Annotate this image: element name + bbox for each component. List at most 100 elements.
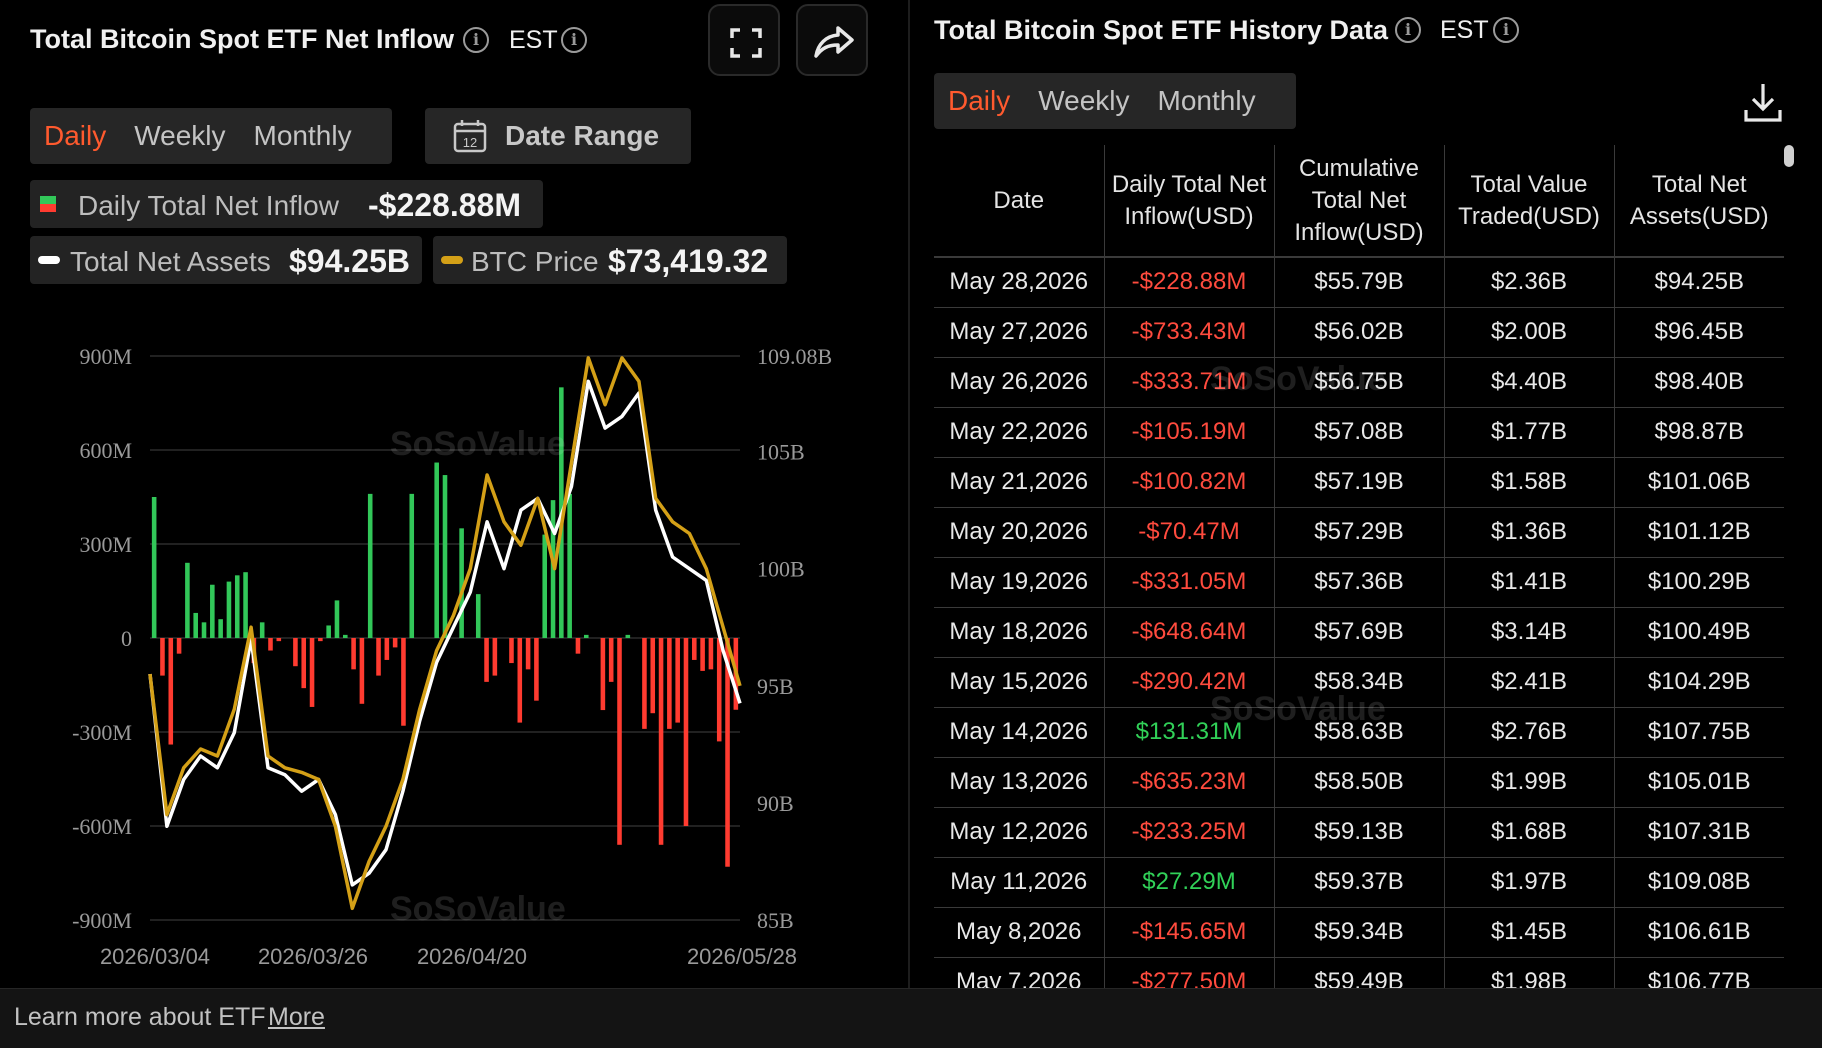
table-row[interactable]: May 7,2026 -$277.50M $59.49B $1.98B $106.77B [934,957,1784,988]
info-icon[interactable]: i [463,27,489,53]
inflow-bar [193,612,198,638]
inflow-bar [351,638,356,670]
cell-traded: $4.40B [1444,357,1615,408]
inflow-bar [276,638,282,642]
cell-daily-inflow: -$333.71M [1104,357,1275,408]
right-axis-tick: 100B [757,557,805,582]
tab-monthly[interactable]: Monthly [253,120,352,151]
cell-date: May 28,2026 [934,257,1105,308]
inflow-bar [401,638,406,726]
inflow-bar [268,638,273,651]
cell-date: May 7,2026 [934,957,1105,988]
x-axis-tick: 2026/04/20 [417,944,527,969]
inflow-bar [600,638,606,711]
header-daily-inflow[interactable]: Daily Total Net Inflow(USD) [1104,145,1275,258]
table-row[interactable]: May 22,2026 -$105.19M $57.08B $1.77B $98.87B [934,407,1784,458]
history-title: Total Bitcoin Spot ETF History Data [934,15,1389,45]
table-row[interactable]: May 12,2026 -$233.25M $59.13B $1.68B $107.31… [934,807,1784,858]
legend-btc-label: BTC Price [471,246,599,277]
table-row[interactable]: May 18,2026 -$648.64M $57.69B $3.14B $100.49… [934,607,1784,658]
history-tab-monthly[interactable]: Monthly [1157,85,1256,116]
share-arrow-icon [814,26,854,58]
inflow-chart[interactable]: 900M 600M 300M 0 -300M -600M -900M 109.08B 105B 1… [0,320,908,980]
cell-traded: $2.36B [1444,257,1615,308]
table-row[interactable]: May 13,2026 -$635.23M $58.50B $1.99B $105.01… [934,757,1784,808]
btc-price-line [148,356,742,911]
table-row[interactable]: May 20,2026 -$70.47M $57.29B $1.36B $101.12B [934,507,1784,558]
table-watermark-lower: SoSoValue [1210,690,1386,728]
inflow-bar [642,638,647,729]
history-table-container[interactable]: Date Daily Total Net Inflow(USD) Cumulat… [934,145,1784,988]
table-header-row: Date Daily Total Net Inflow(USD) Cumulat… [934,145,1784,258]
header-cumulative-inflow[interactable]: Cumulative Total Net Inflow(USD) [1274,145,1445,258]
footer-more-link[interactable]: More [268,1003,325,1031]
timezone-label: EST [509,26,558,54]
x-axis-tick: 2026/05/28 [687,944,797,969]
history-timezone-info-icon[interactable]: i [1493,17,1519,43]
btc-swatch-icon [441,256,463,264]
right-axis-tick: 105B [757,440,805,465]
inflow-bar [708,638,714,670]
cell-traded: $1.68B [1444,807,1615,858]
fullscreen-button[interactable] [708,4,780,76]
left-axis-tick: 600M [79,438,132,463]
table-row[interactable]: May 28,2026 -$228.88M $55.79B $2.36B $94.25B [934,257,1784,308]
legend-net-assets: Total Net Assets $94.25B [30,236,422,284]
date-range-button[interactable]: 12 Date Range [425,108,691,164]
cell-date: May 8,2026 [934,907,1105,958]
inflow-bar [484,638,489,682]
cell-traded: $1.58B [1444,457,1615,508]
inflow-bar [525,638,531,670]
inflow-bar [160,638,165,676]
inflow-bar [459,528,464,638]
cell-net-assets: $104.29B [1614,657,1784,708]
assets-swatch-icon [38,256,60,264]
table-row[interactable]: May 19,2026 -$331.05M $57.36B $1.41B $100.29… [934,557,1784,608]
table-scrollbar[interactable] [1784,145,1794,167]
table-row[interactable]: May 27,2026 -$733.43M $56.02B $2.00B $96.45B [934,307,1784,358]
cell-net-assets: $100.29B [1614,557,1784,608]
inflow-bar [243,572,248,638]
cell-net-assets: $106.77B [1614,957,1784,988]
inflow-bar [658,638,664,845]
panel-divider [908,0,910,988]
cell-date: May 12,2026 [934,807,1105,858]
inflow-bar [725,638,730,867]
inflow-bar [301,638,307,689]
inflow-bar [151,497,157,638]
header-value-traded[interactable]: Total Value Traded(USD) [1444,145,1615,258]
inflow-bar [392,638,398,648]
history-info-icon[interactable]: i [1395,17,1421,43]
table-row[interactable]: May 11,2026 $27.29M $59.37B $1.97B $109.08B [934,857,1784,908]
table-row[interactable]: May 8,2026 -$145.65M $59.34B $1.45B $106.61B [934,907,1784,958]
timezone-info-icon[interactable]: i [561,27,587,53]
cell-daily-inflow: $27.29M [1104,857,1275,908]
footer-bar: Learn more about ETF More [0,988,1822,1048]
cell-cumulative: $58.63B [1274,707,1445,758]
cell-net-assets: $98.40B [1614,357,1784,408]
cell-traded: $1.41B [1444,557,1615,608]
history-tab-daily[interactable]: Daily [948,85,1011,116]
header-date[interactable]: Date [934,145,1105,258]
download-icon[interactable] [1740,80,1786,126]
tab-daily[interactable]: Daily [44,120,107,151]
share-button[interactable] [796,4,868,76]
cell-date: May 20,2026 [934,507,1105,558]
cell-traded: $3.14B [1444,607,1615,658]
watermark-bottom: SoSoValue [390,890,566,928]
table-row[interactable]: May 26,2026 -$333.71M $56.75B $4.40B $98.40B [934,357,1784,408]
table-row[interactable]: May 15,2026 -$290.42M $58.34B $2.41B $104.29… [934,657,1784,708]
header-net-assets[interactable]: Total Net Assets(USD) [1614,145,1784,258]
table-row[interactable]: May 14,2026 $131.31M $58.63B $2.76B $107.75B [934,707,1784,758]
cell-daily-inflow: -$290.42M [1104,657,1275,708]
tab-weekly[interactable]: Weekly [134,120,226,151]
inflow-bar [359,638,365,704]
history-tab-weekly[interactable]: Weekly [1038,85,1130,116]
cell-cumulative: $58.34B [1274,657,1445,708]
cell-traded: $1.77B [1444,407,1615,458]
inflow-bar [492,638,498,676]
cell-date: May 13,2026 [934,757,1105,808]
table-row[interactable]: May 21,2026 -$100.82M $57.19B $1.58B $101.06… [934,457,1784,508]
cell-cumulative: $57.69B [1274,607,1445,658]
cell-date: May 21,2026 [934,457,1105,508]
